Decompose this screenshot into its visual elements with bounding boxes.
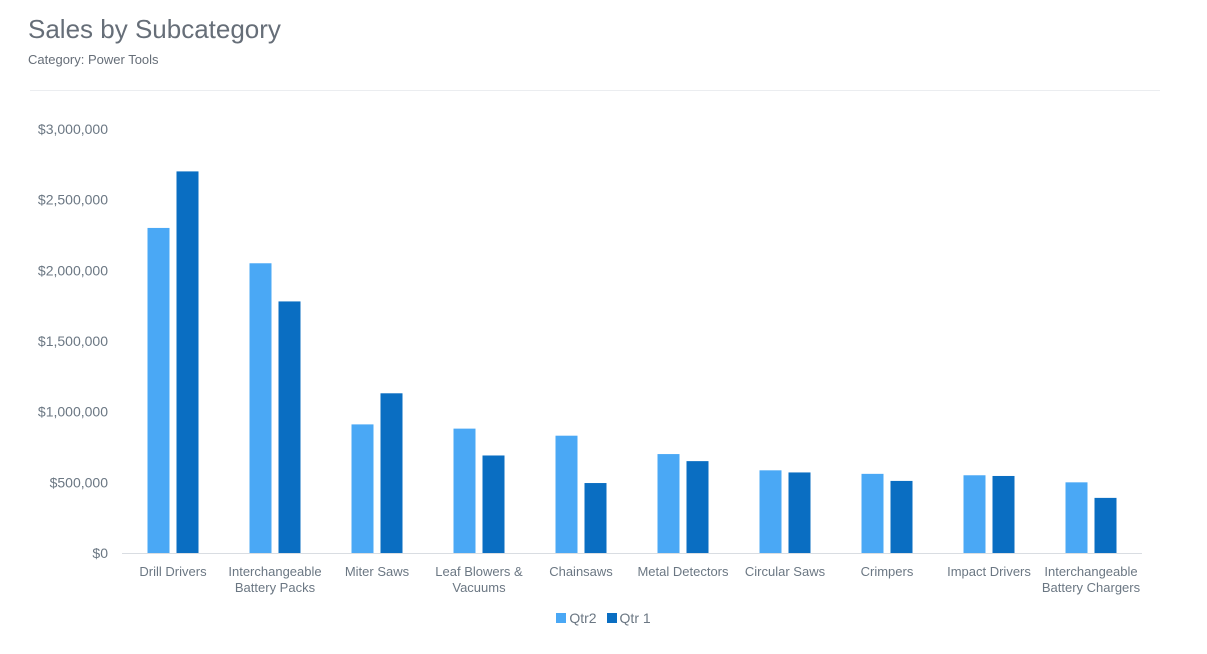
bar [963,475,986,553]
x-tick-label: Chainsaws [549,564,613,579]
y-axis: $0 $500,000 $1,000,000 $1,500,000 $2,000,000… [38,121,108,561]
x-tick-label: Circular Saws [745,564,826,579]
chart-subtitle: Category: Power Tools [28,52,159,67]
bar [584,483,607,553]
bar [861,473,884,553]
x-tick-label: Miter Saws [345,564,410,579]
x-axis: Drill Drivers Interchangeable Battery Pack… [122,553,1142,595]
bar [351,424,374,553]
bar [249,263,272,553]
x-tick-label: Interchangeable Battery Packs [228,564,321,595]
x-tick-label: Drill Drivers [139,564,207,579]
x-tick-label: Impact Drivers [947,564,1031,579]
legend-item: Qtr2 [556,610,597,626]
chart-title: Sales by Subcategory [28,14,281,44]
legend-label: Qtr2 [569,610,597,626]
bar [380,393,403,553]
y-tick-label: $0 [92,545,108,561]
bar [453,428,476,553]
bars [147,171,1117,553]
y-tick-label: $2,500,000 [38,192,108,208]
legend-swatch [556,613,567,623]
header-divider [30,90,1160,91]
bar [992,475,1015,553]
x-tick-label: Metal Detectors [637,564,729,579]
x-tick-label: Leaf Blowers & Vacuums [435,564,523,595]
y-tick-label: $3,000,000 [38,121,108,137]
y-tick-label: $2,000,000 [38,262,108,278]
bar [759,470,782,553]
y-tick-label: $500,000 [50,474,109,490]
legend: Qtr2 Qtr 1 [0,610,1207,626]
legend-item: Qtr 1 [606,610,651,626]
legend-label: Qtr 1 [619,610,651,626]
bar [278,301,301,553]
bar [1094,497,1117,553]
x-tick-label: Crimpers [861,564,914,579]
bar [788,472,811,553]
y-tick-label: $1,500,000 [38,333,108,349]
legend-swatch [606,613,617,623]
bar [555,435,578,553]
x-tick-label: Interchangeable Battery Chargers [1042,564,1141,595]
bar [890,480,913,553]
bar [147,227,170,553]
bar [176,171,199,553]
bar [1065,482,1088,553]
bar [657,454,680,553]
bar [686,461,709,553]
y-tick-label: $1,000,000 [38,404,108,420]
bar [482,455,505,553]
